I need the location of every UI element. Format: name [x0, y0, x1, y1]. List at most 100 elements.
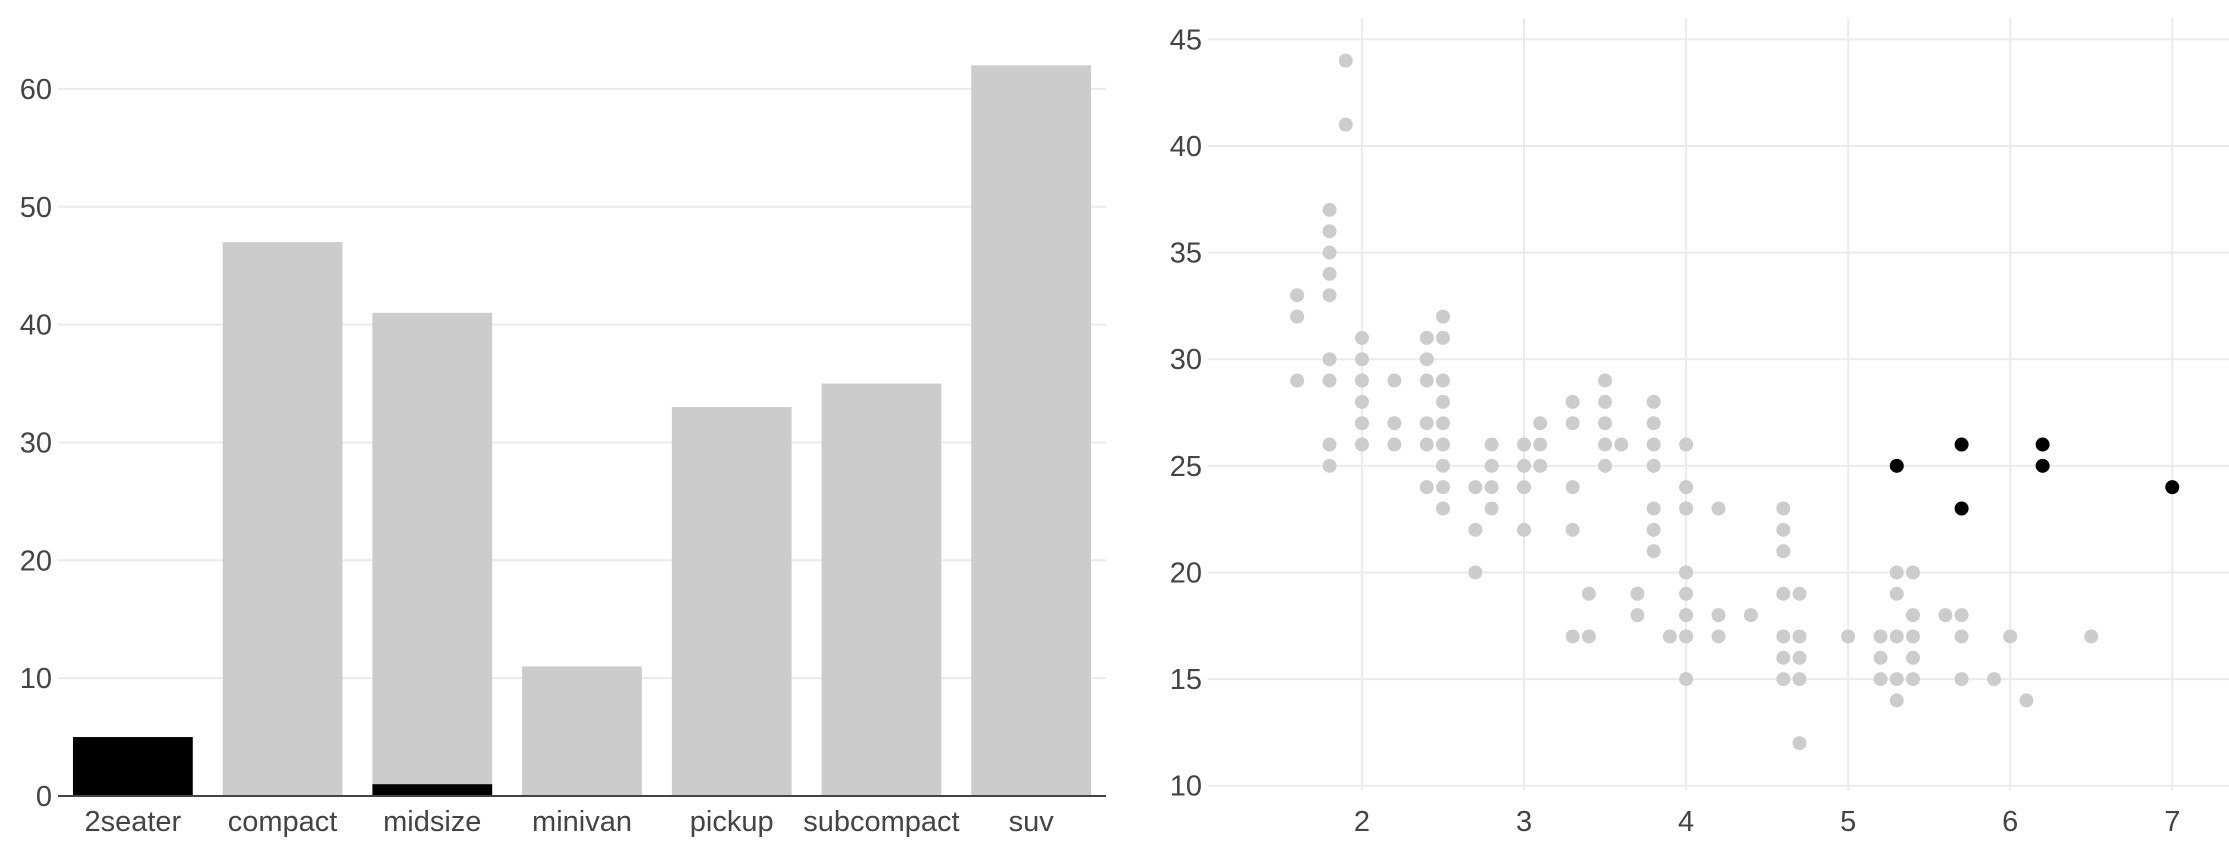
scatter-point [1435, 416, 1450, 431]
scatter-point [1679, 501, 1694, 516]
scatter-point [1435, 373, 1450, 388]
scatter-point [1598, 394, 1613, 409]
scatter-point [1889, 586, 1904, 601]
scatter-point [1873, 650, 1888, 665]
scatter-point [1484, 501, 1499, 516]
scatter-point [2019, 693, 2034, 708]
scatter-point [1938, 608, 1953, 623]
scatter-point [1646, 416, 1661, 431]
scatter-point [1889, 565, 1904, 580]
scatter-point [1354, 352, 1369, 367]
bar [72, 737, 193, 796]
scatter-point [1419, 352, 1434, 367]
scatter-point [1468, 480, 1483, 495]
scatter-point [1776, 586, 1791, 601]
x-tick-label: minivan [532, 806, 632, 838]
scatter-point [1889, 458, 1904, 473]
scatter-point [1354, 330, 1369, 345]
scatter-point [1662, 629, 1677, 644]
scatter-point [1954, 629, 1969, 644]
x-tick-label: midsize [383, 806, 481, 838]
scatter-point [1338, 117, 1353, 132]
scatter-point [1565, 480, 1580, 495]
scatter-point [1792, 672, 1807, 687]
scatter-point [1598, 437, 1613, 452]
scatter-point [1679, 586, 1694, 601]
scatter-point [1484, 458, 1499, 473]
scatter-point [1889, 672, 1904, 687]
scatter-point [2084, 629, 2099, 644]
scatter-point [1841, 629, 1856, 644]
scatter-point [1533, 437, 1548, 452]
bar [222, 242, 343, 797]
scatter-point [1873, 672, 1888, 687]
x-tick-label: 2seater [84, 806, 181, 838]
scatter-point [1905, 629, 1920, 644]
scatter-point [1743, 608, 1758, 623]
y-tick-label: 30 [1170, 344, 1202, 376]
scatter-point [2165, 480, 2180, 495]
scatter-point [1517, 458, 1532, 473]
bar [522, 666, 642, 796]
scatter-point [1290, 288, 1305, 303]
x-tick-label: 3 [1516, 806, 1532, 838]
scatter-point [1517, 437, 1532, 452]
scatter-point [1679, 608, 1694, 623]
scatter-point [1987, 672, 2002, 687]
scatter-point [1792, 650, 1807, 665]
y-tick-label: 60 [20, 74, 52, 106]
scatter-point [1419, 373, 1434, 388]
scatter-point [1646, 458, 1661, 473]
scatter-point [1954, 608, 1969, 623]
scatter-point [1581, 629, 1596, 644]
scatter-point [1646, 437, 1661, 452]
y-tick-label: 30 [20, 427, 52, 459]
scatter-point [1905, 672, 1920, 687]
scatter-point [1646, 544, 1661, 559]
y-tick-label: 10 [20, 663, 52, 695]
y-tick-label: 35 [1170, 238, 1202, 270]
y-tick-label: 25 [1170, 451, 1202, 483]
scatter-point [1679, 565, 1694, 580]
scatter-point [1889, 693, 1904, 708]
scatter-point [1630, 586, 1645, 601]
scatter-point [1533, 416, 1548, 431]
x-tick-label: compact [228, 806, 338, 838]
scatter-point [1679, 672, 1694, 687]
scatter-point [2035, 458, 2050, 473]
scatter-point [1614, 437, 1629, 452]
scatter-point [1598, 458, 1613, 473]
x-tick-label: suv [1009, 806, 1055, 838]
scatter-point [1711, 608, 1726, 623]
scatter-point [2003, 629, 2018, 644]
scatter-point [1954, 437, 1969, 452]
scatter-point [1435, 309, 1450, 324]
scatter-point [1517, 522, 1532, 537]
x-tick-label: 6 [2002, 806, 2018, 838]
scatter-point [1387, 416, 1402, 431]
scatter-point [1711, 501, 1726, 516]
scatter-point [1484, 437, 1499, 452]
scatter-point [1792, 736, 1807, 751]
y-tick-label: 15 [1170, 664, 1202, 696]
scatter-point [1776, 629, 1791, 644]
x-tick-label: 4 [1678, 806, 1694, 838]
scatter-point [1533, 458, 1548, 473]
scatter-point [1468, 565, 1483, 580]
scatter-point [1679, 437, 1694, 452]
scatter-point [1954, 501, 1969, 516]
bar [971, 65, 1092, 797]
bar [821, 383, 942, 796]
bar [372, 312, 493, 796]
bar [372, 784, 493, 796]
bar-chart: 0 10 20 30 40 50 60 2seater compact midsize miniva… [20, 65, 1106, 838]
scatter-point [1565, 522, 1580, 537]
scatter-point [1776, 672, 1791, 687]
scatter-point [1565, 416, 1580, 431]
scatter-point [1646, 394, 1661, 409]
scatter-point [1322, 288, 1337, 303]
scatter-point [1354, 437, 1369, 452]
y-tick-label: 40 [20, 310, 52, 342]
